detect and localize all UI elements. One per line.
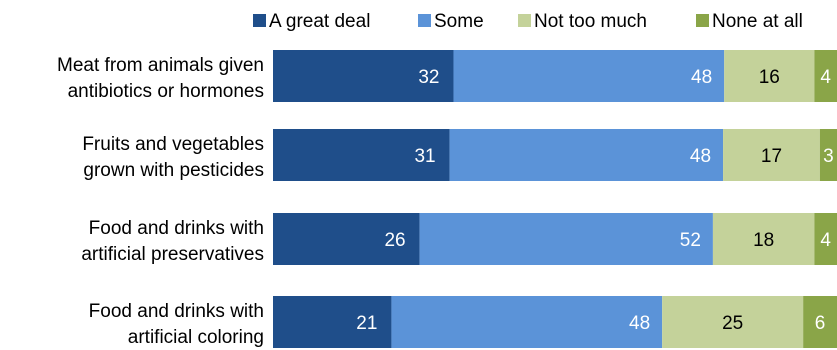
value-label-a-great-deal: 31 xyxy=(414,146,435,167)
legend-swatch-a-great-deal xyxy=(253,14,266,27)
bar-segment-not-too-much xyxy=(724,50,815,102)
bar-segment-a-great-deal xyxy=(273,213,420,265)
bar-segment-not-too-much xyxy=(712,213,815,265)
category-label: Food and drinks with xyxy=(89,218,264,239)
value-label-none-at-all: 6 xyxy=(815,313,826,334)
value-label-not-too-much: 25 xyxy=(722,313,743,334)
bar-segment-a-great-deal xyxy=(273,129,450,181)
bar-segment-none-at-all xyxy=(819,129,837,181)
legend-swatch-some xyxy=(418,14,431,27)
value-label-a-great-deal: 32 xyxy=(418,67,439,88)
category-label: Fruits and vegetables xyxy=(82,134,264,155)
category-label: Meat from animals given xyxy=(57,55,264,76)
category-label: artificial preservatives xyxy=(81,244,264,265)
bar-segment-none-at-all xyxy=(814,50,837,102)
category-label: grown with pesticides xyxy=(83,160,264,181)
category-label: artificial coloring xyxy=(128,327,264,348)
value-label-not-too-much: 16 xyxy=(759,67,780,88)
bar-segment-some xyxy=(391,296,663,348)
legend-label-a-great-deal: A great deal xyxy=(269,11,370,32)
value-label-none-at-all: 4 xyxy=(820,67,831,88)
legend-swatch-not-too-much xyxy=(518,14,531,27)
category-label: Food and drinks with xyxy=(89,301,264,322)
value-label-a-great-deal: 21 xyxy=(356,313,377,334)
value-label-none-at-all: 3 xyxy=(823,146,834,167)
legend-label-not-too-much: Not too much xyxy=(534,11,647,32)
bar-segment-some xyxy=(449,129,724,181)
bar-segment-none-at-all xyxy=(803,296,837,348)
value-label-some: 52 xyxy=(680,230,701,251)
value-label-some: 48 xyxy=(629,313,650,334)
value-label-some: 48 xyxy=(691,67,712,88)
legend-label-none-at-all: None at all xyxy=(712,11,803,32)
category-labels: Meat from animals given antibiotics or ho… xyxy=(57,55,264,348)
bar-segment-not-too-much xyxy=(662,296,804,348)
category-label: antibiotics or hormones xyxy=(68,81,264,102)
bar-segment-a-great-deal xyxy=(273,50,454,102)
bar-segment-a-great-deal xyxy=(273,296,392,348)
legend: A great deal Some Not too much None at all xyxy=(253,11,803,32)
legend-swatch-none-at-all xyxy=(696,14,709,27)
value-label-not-too-much: 17 xyxy=(761,146,782,167)
value-label-some: 48 xyxy=(690,146,711,167)
value-label-none-at-all: 4 xyxy=(820,230,831,251)
value-label-not-too-much: 18 xyxy=(753,230,774,251)
bar-segment-some xyxy=(453,50,725,102)
bar-segment-none-at-all xyxy=(814,213,837,265)
value-label-a-great-deal: 26 xyxy=(384,230,405,251)
bars: 32 48 16 4 31 48 17 3 26 52 18 4 21 48 25 6 xyxy=(273,50,837,348)
legend-label-some: Some xyxy=(434,11,484,32)
bar-segment-some xyxy=(419,213,713,265)
bar-segment-not-too-much xyxy=(723,129,820,181)
